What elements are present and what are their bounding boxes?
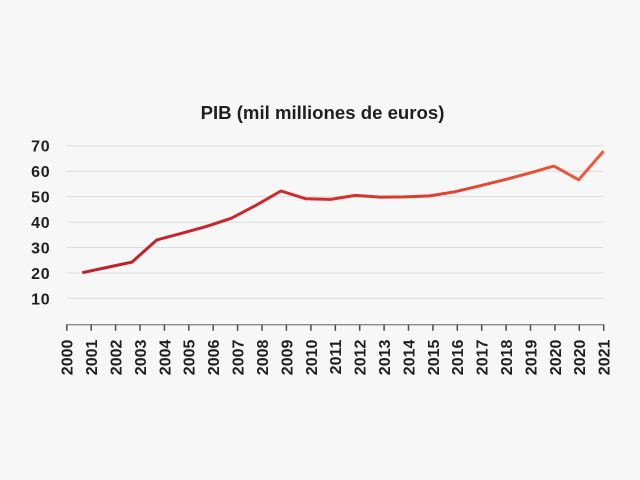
svg-text:2012: 2012: [353, 339, 370, 375]
svg-text:2021: 2021: [597, 339, 614, 375]
svg-text:2004: 2004: [157, 339, 174, 375]
svg-text:20: 20: [31, 266, 50, 283]
svg-text:2003: 2003: [133, 339, 150, 375]
svg-text:2011: 2011: [328, 340, 345, 375]
svg-text:2020: 2020: [572, 339, 589, 375]
svg-text:2006: 2006: [206, 339, 223, 375]
svg-text:2017: 2017: [475, 339, 492, 375]
svg-text:2016: 2016: [450, 339, 467, 375]
svg-text:2020: 2020: [548, 339, 565, 375]
svg-text:30: 30: [31, 241, 50, 258]
svg-text:2002: 2002: [109, 339, 126, 375]
svg-text:60: 60: [31, 164, 50, 181]
svg-text:2009: 2009: [279, 339, 296, 375]
svg-text:2005: 2005: [182, 339, 199, 375]
svg-text:2014: 2014: [401, 339, 418, 375]
svg-text:2001: 2001: [84, 339, 101, 375]
svg-text:PIB (mil milliones de euros): PIB (mil milliones de euros): [201, 102, 445, 123]
svg-text:2018: 2018: [499, 339, 516, 375]
svg-text:2010: 2010: [304, 339, 321, 375]
svg-text:2013: 2013: [377, 339, 394, 375]
svg-text:70: 70: [31, 139, 50, 156]
svg-text:2007: 2007: [231, 339, 248, 375]
svg-text:10: 10: [31, 291, 50, 308]
svg-text:50: 50: [31, 190, 50, 207]
svg-text:2000: 2000: [60, 339, 77, 375]
svg-text:2008: 2008: [255, 339, 272, 375]
svg-text:40: 40: [31, 215, 50, 232]
svg-text:2015: 2015: [426, 339, 443, 375]
svg-text:2019: 2019: [523, 339, 540, 375]
